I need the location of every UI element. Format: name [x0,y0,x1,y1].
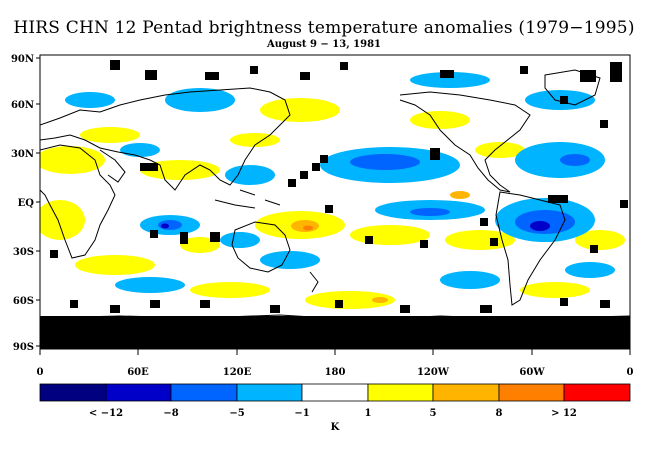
colorbar-label: > 12 [551,408,577,419]
y-tick-label-60s: 60S [13,296,34,307]
x-tick-label-60e: 60E [127,367,149,378]
colorbar-swatch [301,383,369,402]
anomaly-map [40,55,630,349]
y-tick: 60S [13,296,40,307]
x-tick-label-60w: 60W [519,367,545,378]
x-tick: 120E [223,349,252,378]
y-tick: EQ [18,198,40,209]
x-tick: 0 [37,349,44,378]
x-tick-label-180: 180 [325,367,346,378]
colorbar-label: −1 [294,408,309,419]
colorbar-swatch [432,383,500,402]
x-tick-label-120w: 120W [417,367,450,378]
y-tick-label-60n: 60N [11,100,34,111]
colorbar-label: 8 [496,408,503,419]
colorbar-swatch [236,383,303,402]
map-subtitle: August 9 − 13, 1981 [266,39,382,50]
colorbar-swatch [367,383,434,402]
x-tick-label-0: 0 [37,367,44,378]
x-tick: 60W [519,349,545,378]
colorbar-label: −5 [229,408,244,419]
colorbar-swatch [105,383,172,402]
y-tick-label-30n: 30N [11,149,34,160]
y-tick-label-90n: 90N [11,54,34,65]
colorbar-label: 1 [365,408,372,419]
y-tick: 30S [13,247,40,258]
negative-anomaly-areas [65,72,615,293]
colorbar-swatch [39,383,107,402]
y-tick: 60N [11,100,40,111]
colorbar-label: < −12 [89,408,123,419]
x-tick-label-120e: 120E [223,367,252,378]
colorbar: < −12 −8 −5 −1 1 5 8 > 12 K [39,383,631,433]
x-tick-label-0-end: 0 [627,367,634,378]
coastlines [40,69,630,321]
positive-anomaly-areas [40,98,625,309]
map-title: HIRS CHN 12 Pentad brightness temperatur… [13,18,635,38]
y-axis: 90N 60N 30N EQ 30S 60S 90S [11,54,40,353]
x-tick: 120W [417,349,450,378]
y-tick-label-eq: EQ [18,198,35,209]
colorbar-label: −8 [163,408,178,419]
y-tick-label-30s: 30S [13,247,34,258]
y-tick: 90N [11,54,40,65]
colorbar-unit: K [331,422,340,433]
y-tick: 30N [11,149,40,160]
missing-data-south [40,316,630,349]
missing-data-squares [50,60,628,313]
colorbar-swatch [563,383,631,402]
y-tick: 90S [13,342,40,353]
x-tick: 60E [127,349,149,378]
y-tick-label-90s: 90S [13,342,34,353]
colorbar-label: 5 [430,408,437,419]
colorbar-swatch [170,383,238,402]
colorbar-swatch [498,383,565,402]
x-tick: 180 [325,349,346,378]
x-axis: 0 60E 120E 180 120W 60W 0 [37,349,634,378]
x-tick: 0 [627,349,634,378]
